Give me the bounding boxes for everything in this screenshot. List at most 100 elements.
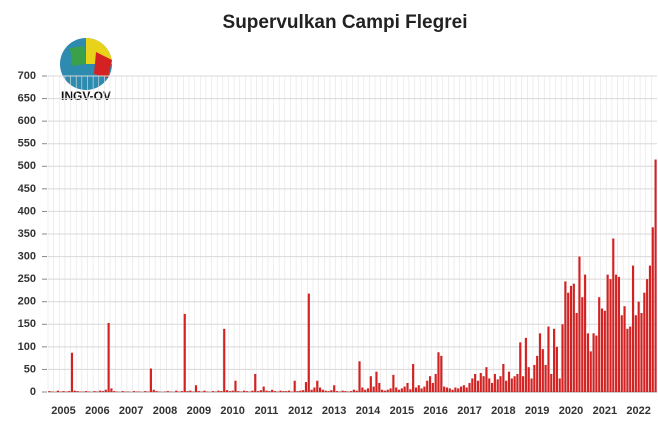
bar — [234, 380, 237, 392]
bar — [569, 285, 573, 392]
bar — [634, 315, 637, 392]
bar — [220, 391, 223, 392]
bar — [395, 387, 398, 392]
x-tick-label: 2022 — [626, 405, 650, 417]
y-tick-label: 500 — [18, 160, 36, 172]
bar — [335, 391, 339, 392]
bar — [361, 387, 364, 392]
x-tick-label: 2012 — [288, 405, 312, 417]
bar — [544, 364, 547, 392]
y-tick-label: 350 — [18, 228, 36, 240]
bar — [183, 313, 186, 392]
y-tick-label: 450 — [18, 183, 36, 195]
bar — [189, 390, 192, 392]
y-tick-label: 200 — [18, 296, 36, 308]
bar — [211, 391, 215, 392]
x-tick-label: 2010 — [220, 405, 244, 417]
bar — [259, 390, 262, 392]
y-tick-label: 700 — [18, 70, 36, 82]
logo-text: INGV-OV — [61, 89, 111, 103]
bar — [412, 364, 415, 392]
bar — [536, 355, 539, 392]
x-tick-label: 2008 — [153, 405, 177, 417]
bar — [406, 382, 409, 392]
bar — [409, 389, 412, 392]
bar — [530, 378, 533, 392]
bar — [400, 388, 403, 392]
x-tick-label: 2006 — [85, 405, 109, 417]
bar — [578, 256, 581, 392]
bar — [386, 389, 389, 392]
y-tick-label: 100 — [18, 341, 36, 353]
bar — [299, 390, 302, 392]
bar — [389, 388, 392, 392]
bar — [273, 391, 277, 392]
bar — [617, 276, 621, 392]
logo-segment — [94, 52, 112, 78]
bar — [603, 310, 606, 392]
x-tick-label: 2020 — [559, 405, 583, 417]
bar — [282, 391, 285, 392]
bar — [203, 390, 206, 392]
bar — [626, 328, 629, 392]
bar — [372, 386, 375, 392]
logo-segment — [70, 46, 86, 66]
bar — [180, 391, 183, 392]
y-tick-label: 550 — [18, 138, 36, 150]
bar — [431, 382, 434, 392]
bar — [505, 380, 508, 392]
x-tick-label: 2007 — [119, 405, 143, 417]
bar — [197, 391, 200, 392]
bar — [454, 387, 457, 392]
bar — [403, 386, 406, 392]
bar — [48, 391, 51, 392]
bar — [451, 389, 454, 392]
bar — [392, 374, 395, 392]
x-tick-label: 2009 — [187, 405, 211, 417]
x-tick-label: 2013 — [322, 405, 346, 417]
bar — [471, 378, 474, 392]
bar — [155, 391, 158, 392]
bar — [640, 313, 643, 392]
bar — [468, 382, 471, 392]
bar — [62, 391, 65, 392]
bar — [262, 386, 265, 392]
bar — [561, 324, 564, 392]
bar — [440, 355, 443, 392]
bar — [550, 373, 553, 392]
bar — [378, 382, 381, 392]
bar — [426, 380, 429, 392]
x-tick-label: 2021 — [593, 405, 617, 417]
bar — [615, 274, 618, 392]
x-tick-label: 2016 — [423, 405, 447, 417]
bar — [482, 376, 485, 392]
bar — [629, 326, 632, 392]
bar — [144, 391, 147, 392]
x-tick-label: 2017 — [457, 405, 481, 417]
y-tick-label: 250 — [18, 273, 36, 285]
bar — [175, 390, 178, 392]
bar — [606, 274, 609, 392]
bar — [609, 279, 612, 392]
bar — [319, 387, 322, 392]
bar — [533, 364, 536, 392]
bar — [397, 389, 401, 392]
bar — [648, 265, 652, 392]
x-tick-label: 2015 — [390, 405, 414, 417]
bar — [344, 391, 347, 392]
y-tick-label: 400 — [18, 205, 36, 217]
bar — [443, 386, 446, 392]
bar — [296, 391, 299, 392]
bar — [651, 227, 654, 392]
bar — [355, 390, 358, 392]
bar — [327, 391, 330, 392]
bar — [445, 387, 449, 392]
bar — [448, 388, 451, 392]
bar — [589, 351, 592, 392]
bar — [99, 390, 102, 392]
bar — [474, 373, 477, 392]
bar — [513, 376, 516, 392]
bar — [507, 371, 511, 392]
bar — [110, 388, 113, 392]
bar — [194, 385, 198, 392]
